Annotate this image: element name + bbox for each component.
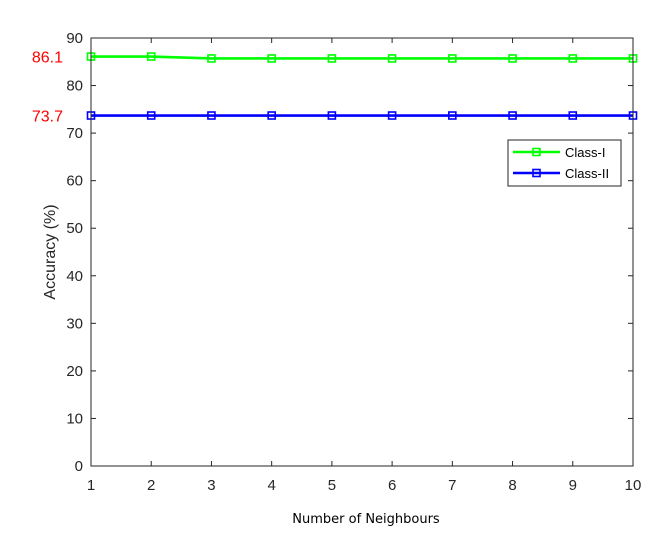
legend-swatch-marker: [532, 168, 541, 178]
data-point-s1-6: [387, 54, 397, 63]
y-tick-label: 80: [66, 78, 83, 95]
y-tick-label: 40: [66, 268, 83, 285]
x-tick-label: 8: [508, 477, 516, 494]
data-point-s1-9: [568, 54, 578, 63]
data-point-s1-7: [448, 54, 457, 63]
x-tick-label: 2: [147, 477, 155, 494]
data-point-s1-4: [267, 54, 276, 63]
data-point-s2-5: [327, 111, 337, 120]
legend-box: [507, 139, 622, 187]
x-tick-label: 1: [87, 477, 95, 494]
series-group: [86, 52, 638, 120]
legend: Class-I Class-II: [507, 139, 622, 187]
data-point-s2-2: [146, 111, 156, 120]
x-axis-label: Number of Neighbours: [292, 512, 440, 527]
x-tick-label: 7: [448, 477, 456, 494]
series-line-1: [91, 55, 633, 60]
data-point-s1-3: [207, 54, 216, 63]
legend-swatch-marker: [532, 147, 541, 157]
x-tick-label: 3: [207, 477, 215, 494]
annotations-group: 86.1 73.7: [32, 50, 63, 126]
axes-box: [90, 37, 634, 467]
x-tick-label: 4: [267, 477, 275, 494]
x-tick-label: 10: [625, 477, 642, 494]
data-point-s1-2: [146, 52, 156, 61]
x-tick-label: 9: [569, 477, 577, 494]
value-annotation-1: 86.1: [32, 50, 63, 67]
data-point-s2-4: [267, 111, 276, 120]
y-tick-label: 60: [66, 173, 83, 190]
data-point-s2-3: [207, 111, 216, 120]
value-annotation-2: 73.7: [32, 109, 63, 126]
data-point-s2-8: [508, 111, 517, 120]
data-point-s1-8: [508, 54, 517, 63]
y-tick-label: 50: [66, 220, 83, 237]
plot-area: [91, 38, 633, 466]
y-tick-label: 20: [66, 363, 83, 380]
y-tick-label: 90: [66, 30, 83, 47]
legend-label: Class-I: [565, 145, 605, 160]
y-tick-label: 30: [66, 315, 83, 332]
x-tick-label: 5: [328, 477, 336, 494]
y-tick-label: 70: [66, 125, 83, 142]
y-tick-label: 10: [66, 410, 83, 427]
y-tick-label: 0: [75, 458, 83, 475]
data-point-s2-6: [387, 111, 397, 120]
data-point-s2-7: [448, 111, 457, 120]
ticks-group: 1 2 3 4 5 6 7 8 9 10 0 10 20 30 40 50 60 70 80 90: [66, 30, 641, 494]
data-point-s2-9: [568, 111, 578, 120]
data-point-s1-5: [327, 54, 337, 63]
x-tick-label: 6: [388, 477, 396, 494]
axes-group: [90, 37, 634, 467]
y-axis-label: Accuracy (%): [42, 204, 59, 299]
legend-label: Class-II: [565, 166, 609, 181]
